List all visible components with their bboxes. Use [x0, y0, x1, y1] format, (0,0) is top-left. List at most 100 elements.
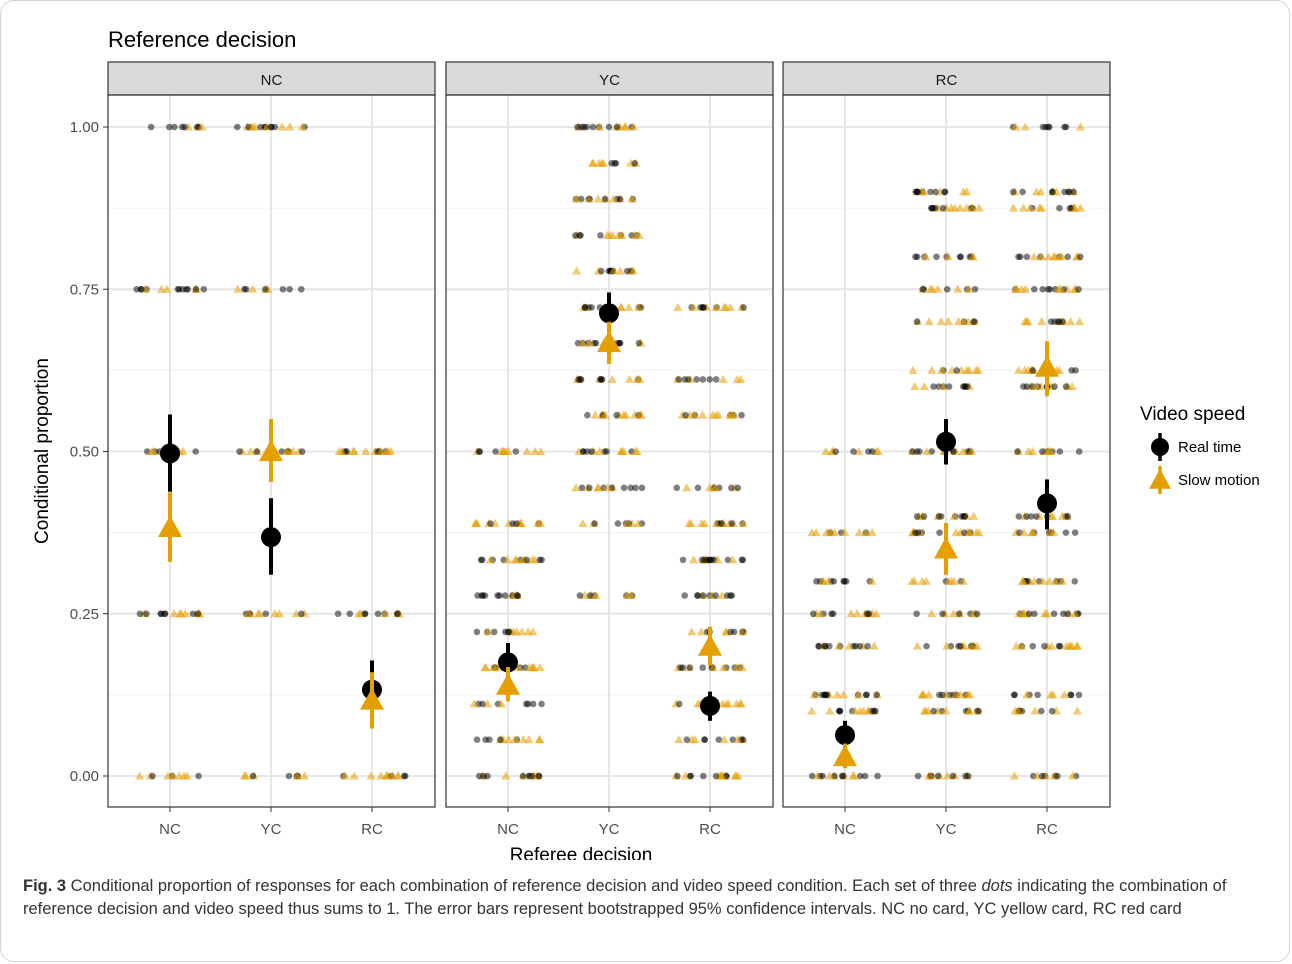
facet-strip — [107, 61, 436, 96]
jitter-point-slow-motion — [616, 446, 626, 455]
jitter-point-slow-motion — [696, 627, 707, 636]
jitter-point-slow-motion — [511, 555, 522, 564]
jitter-point-slow-motion — [973, 365, 983, 374]
jitter-point-slow-motion — [846, 609, 856, 618]
jitter-point-slow-motion — [241, 771, 251, 780]
jitter-point-slow-motion — [943, 317, 953, 326]
jitter-point-slow-motion — [624, 302, 634, 311]
jitter-point-real-time — [1029, 367, 1036, 374]
jitter-point-slow-motion — [270, 609, 280, 618]
jitter-point-real-time — [674, 772, 681, 780]
jitter-point-slow-motion — [809, 690, 820, 699]
jitter-point-slow-motion — [1017, 641, 1027, 650]
jitter-point-real-time — [1011, 691, 1018, 699]
jitter-point-slow-motion — [1009, 771, 1019, 780]
jitter-point-real-time — [591, 520, 598, 527]
jitter-point-real-time — [935, 513, 943, 520]
jitter-point-real-time — [1041, 642, 1048, 650]
jitter-point-real-time — [538, 700, 545, 708]
jitter-point-slow-motion — [838, 690, 849, 699]
jitter-point-real-time — [1033, 513, 1040, 520]
jitter-point-slow-motion — [349, 771, 359, 780]
jitter-point-real-time — [676, 700, 683, 708]
jitter-point-real-time — [298, 448, 306, 455]
jitter-point-slow-motion — [1045, 528, 1055, 537]
jitter-point-slow-motion — [711, 302, 721, 311]
jitter-point-real-time — [496, 592, 503, 599]
jitter-point-real-time — [1049, 188, 1056, 196]
jitter-point-real-time — [1051, 383, 1058, 390]
jitter-point-slow-motion — [971, 528, 981, 537]
mean-point-real-time — [498, 652, 518, 673]
jitter-point-slow-motion — [1022, 317, 1032, 326]
mean-point-real-time — [160, 443, 180, 464]
jitter-point-slow-motion — [380, 609, 390, 618]
jitter-point-slow-motion — [1022, 690, 1032, 699]
jitter-point-slow-motion — [737, 627, 748, 636]
jitter-point-real-time — [581, 304, 589, 311]
jitter-point-real-time — [941, 188, 948, 196]
jitter-point-slow-motion — [616, 302, 626, 311]
jitter-point-slow-motion — [673, 302, 683, 311]
jitter-point-real-time — [809, 610, 817, 618]
jitter-point-slow-motion — [948, 609, 959, 618]
jitter-point-real-time — [487, 520, 494, 527]
jitter-point-real-time — [687, 772, 695, 780]
jitter-point-real-time — [143, 610, 150, 618]
caption-italic: dots — [981, 877, 1013, 895]
jitter-point-slow-motion — [969, 511, 979, 520]
jitter-point-real-time — [346, 610, 354, 618]
mean-point-slow-motion — [259, 439, 283, 462]
jitter-point-slow-motion — [281, 446, 291, 455]
mean-point-real-time — [835, 725, 855, 746]
jitter-point-slow-motion — [605, 230, 615, 239]
jitter-point-slow-motion — [713, 555, 723, 564]
jitter-point-slow-motion — [1013, 365, 1024, 374]
jitter-point-real-time — [1066, 204, 1074, 212]
jitter-point-slow-motion — [480, 663, 490, 672]
jitter-point-real-time — [523, 556, 531, 564]
mean-point-slow-motion — [158, 515, 182, 538]
jitter-point-slow-motion — [387, 771, 398, 780]
jitter-point-real-time — [927, 188, 934, 196]
jitter-point-real-time — [706, 376, 713, 383]
x-tick-label: YC — [261, 821, 282, 838]
jitter-point-real-time — [699, 376, 707, 383]
jitter-point-real-time — [683, 736, 691, 743]
facet-strip — [782, 61, 1111, 96]
jitter-point-real-time — [147, 123, 155, 131]
jitter-point-slow-motion — [510, 735, 520, 744]
jitter-point-slow-motion — [597, 158, 607, 167]
mean-point-slow-motion — [597, 330, 621, 353]
jitter-point-slow-motion — [628, 122, 639, 131]
jitter-point-real-time — [1015, 513, 1023, 520]
jitter-point-slow-motion — [527, 555, 537, 564]
jitter-point-slow-motion — [967, 641, 977, 650]
mean-point-slow-motion — [1035, 355, 1059, 377]
jitter-point-real-time — [1071, 529, 1079, 536]
jitter-point-real-time — [1068, 367, 1075, 374]
jitter-point-real-time — [598, 376, 606, 383]
facet-strip — [445, 61, 774, 96]
jitter-point-slow-motion — [1036, 203, 1047, 212]
caption-text-2: indicating the combination of reference … — [23, 877, 1227, 918]
jitter-point-slow-motion — [178, 446, 188, 455]
jitter-point-real-time — [934, 772, 942, 780]
jitter-point-slow-motion — [963, 690, 973, 699]
jitter-point-real-time — [1056, 204, 1063, 212]
jitter-point-slow-motion — [852, 609, 862, 618]
jitter-point-slow-motion — [688, 302, 699, 311]
jitter-point-real-time — [681, 592, 688, 599]
jitter-point-slow-motion — [962, 203, 972, 212]
jitter-point-real-time — [869, 448, 876, 455]
jitter-point-real-time — [616, 195, 624, 203]
jitter-point-slow-motion — [726, 410, 736, 419]
jitter-point-slow-motion — [496, 699, 506, 708]
jitter-point-slow-motion — [869, 641, 879, 650]
jitter-point-slow-motion — [169, 609, 179, 618]
jitter-point-real-time — [933, 253, 940, 261]
jitter-point-real-time — [861, 772, 869, 780]
jitter-point-real-time — [575, 376, 582, 383]
jitter-point-slow-motion — [1072, 641, 1082, 650]
jitter-point-real-time — [586, 484, 593, 492]
